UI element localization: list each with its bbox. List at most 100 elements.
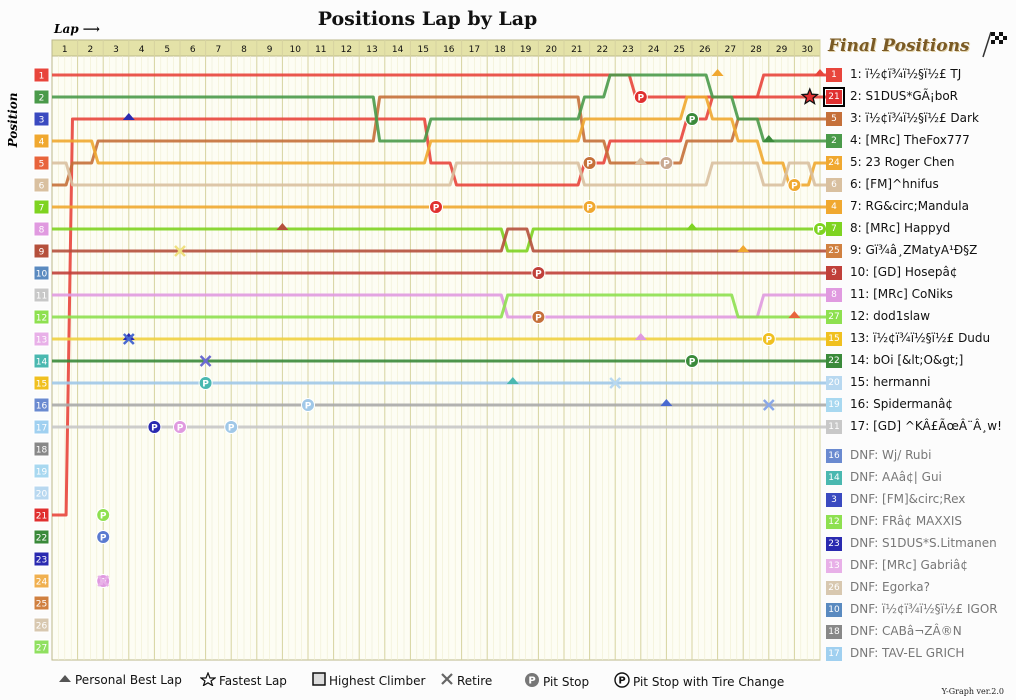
lap-tick-label: 2	[88, 45, 94, 55]
driver-label: DNF: ï½¢ï¾ï½§ï½£ IGOR	[850, 602, 998, 616]
personal-best-triangle	[634, 157, 647, 164]
lap-tick-label: 6	[190, 45, 196, 55]
start-position-label: 20	[36, 490, 48, 500]
start-position-box	[33, 485, 50, 501]
final-position-row: 2 4: [MRc] TheFox777	[826, 132, 1016, 150]
start-position-label: 4	[39, 138, 45, 148]
driver-label: DNF: Egorka?	[850, 580, 930, 594]
start-position-square: 2	[826, 134, 842, 148]
pit-stop-letter: P	[100, 512, 107, 522]
lap-tick-label: 15	[417, 45, 428, 55]
start-position-box	[33, 111, 50, 127]
pit-stop-letter: P	[535, 314, 542, 324]
position-axis-label: Position	[6, 93, 20, 149]
driver-label: DNF: TAV-EL GRICH	[850, 646, 965, 660]
lap-tick-label: 21	[571, 45, 582, 55]
personal-best-triangle	[634, 333, 647, 340]
start-position-label: 27	[36, 644, 47, 654]
pit-stop-marker	[147, 420, 162, 434]
start-position-label: 16	[36, 402, 48, 412]
start-position-box	[33, 639, 50, 655]
pit-stop-marker	[633, 90, 648, 104]
pit-stop-letter: P	[637, 94, 644, 104]
driver-label: 6: [FM]^hnifus	[850, 177, 939, 191]
pit-stop-letter: P	[586, 160, 593, 170]
pit-stop-letter: P	[817, 226, 824, 236]
pit-stop-icon: P	[524, 673, 540, 691]
start-position-square: 22	[826, 354, 842, 368]
personal-best-triangle	[686, 223, 698, 230]
driver-label: 7: RG&circ;Mandula	[850, 199, 969, 213]
start-position-box	[33, 199, 50, 215]
driver-label: 2: S1DUS*GÃ¡boR	[850, 89, 958, 103]
start-position-label: 6	[39, 182, 45, 192]
start-position-box	[33, 133, 50, 149]
driver-label: 10: [GD] Hosepâ¢	[850, 265, 958, 279]
pit-stop-marker	[173, 420, 187, 434]
start-position-square: 19	[826, 398, 842, 412]
lap-tick-label: 22	[597, 45, 608, 55]
lap-tick-label: 24	[648, 45, 660, 55]
final-position-row: 8 11: [MRc] CoNiks	[826, 286, 1016, 304]
start-position-square: 9	[826, 266, 842, 280]
start-position-square: 10	[826, 603, 842, 617]
driver-label: 9: Gï¾â¸ZMatyA¹Ð§Z	[850, 243, 978, 257]
start-position-box	[33, 309, 50, 325]
checkered-flag-icon	[982, 31, 1007, 58]
final-position-row: 19 16: Spidermanâ¢	[826, 396, 1016, 414]
pit-stop-letter: P	[305, 402, 312, 412]
legend-item: Retire	[440, 672, 492, 689]
pit-stop-letter: P	[663, 160, 670, 170]
start-position-square: 23	[826, 537, 842, 551]
lap-tick-label: 7	[216, 45, 222, 55]
final-position-row: 15 13: ï½¢ï¾ï½§ï½£ Dudu	[826, 330, 1016, 348]
start-position-box	[33, 155, 50, 171]
pit-stop-marker	[685, 112, 699, 126]
pit-stop-letter: P	[228, 424, 235, 434]
lap-tick-label: 30	[801, 45, 813, 55]
lap-tick-label: 8	[241, 45, 247, 55]
dnf-row: 26 DNF: Egorka?	[826, 579, 1016, 597]
pit-stop-marker	[685, 354, 699, 368]
start-position-label: 3	[39, 116, 45, 126]
pit-stop-letter: P	[535, 270, 542, 280]
legend-item: Personal Best Lap	[58, 672, 182, 687]
lap-tick-label: 20	[545, 45, 557, 55]
dnf-row: 18 DNF: CABâ¬ZÂ®N	[826, 623, 1016, 641]
start-position-label: 2	[39, 94, 45, 104]
driver-label: 1: ï½¢ï¾ï½§ï½£ TJ	[850, 67, 962, 81]
star-icon	[199, 671, 217, 689]
start-position-box	[33, 243, 50, 259]
start-position-square: 5	[826, 112, 842, 126]
pit-stop-letter: P	[689, 358, 696, 368]
triangle-icon	[58, 673, 72, 687]
driver-label: 16: Spidermanâ¢	[850, 397, 954, 411]
start-position-box	[33, 551, 50, 567]
start-position-box	[33, 617, 50, 633]
personal-best-triangle	[122, 333, 135, 340]
start-position-label: 25	[36, 600, 47, 610]
lap-tick-label: 29	[776, 45, 788, 55]
pit-stop-letter: P	[791, 182, 798, 192]
final-position-row: 24 5: 23 Roger Chen	[826, 154, 1016, 172]
pit-stop-tire-icon: P	[614, 672, 630, 691]
dnf-row: 13 DNF: [MRc] Gabriâ¢	[826, 557, 1016, 575]
legend-item: P Pit Stop with Tire Change	[614, 672, 784, 691]
driver-label: 12: dod1slaw	[850, 309, 931, 323]
pit-stop-letter: P	[177, 424, 184, 434]
legend-label: Pit Stop	[543, 674, 590, 689]
start-position-box	[33, 287, 50, 303]
lap-tick-label: 9	[267, 45, 273, 55]
personal-best-triangle	[506, 377, 519, 384]
personal-best-triangle	[788, 311, 801, 318]
series-line	[52, 95, 828, 187]
final-position-row: 4 7: RG&circ;Mandula	[826, 198, 1016, 216]
final-position-row: 7 8: [MRc] Happyd	[826, 220, 1016, 238]
personal-best-triangle	[762, 135, 775, 142]
start-position-square: 27	[826, 310, 842, 324]
start-position-label: 23	[36, 556, 47, 566]
final-position-row: 5 3: ï½¢ï¾ï½§ï½£ Dark	[826, 110, 1016, 128]
square-icon	[312, 672, 326, 689]
lap-axis-text: Lap	[54, 22, 79, 36]
start-position-box	[33, 397, 50, 413]
